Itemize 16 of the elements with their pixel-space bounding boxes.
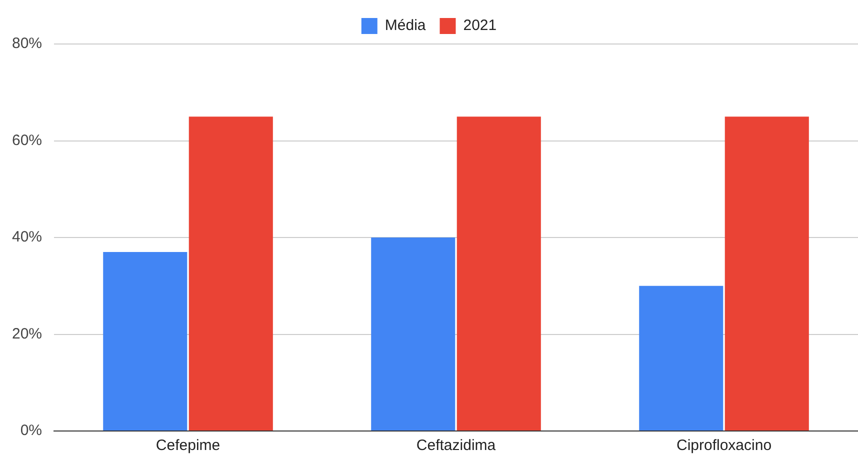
bar bbox=[188, 116, 273, 430]
bar bbox=[456, 116, 541, 430]
x-tick-label: Cefepime bbox=[156, 437, 220, 454]
y-tick-label: 80% bbox=[12, 35, 42, 52]
x-tick-label: Ceftazidima bbox=[416, 437, 496, 454]
bar bbox=[371, 238, 456, 430]
bar bbox=[103, 252, 188, 430]
legend-label: 2021 bbox=[463, 17, 497, 34]
bar bbox=[639, 286, 724, 430]
legend-label: Média bbox=[384, 17, 426, 34]
y-tick-label: 60% bbox=[12, 132, 42, 149]
x-tick-label: Ciprofloxacino bbox=[676, 437, 772, 454]
y-tick-label: 20% bbox=[12, 325, 42, 342]
y-tick-label: 0% bbox=[20, 422, 42, 440]
bar bbox=[724, 116, 809, 430]
y-tick-label: 40% bbox=[12, 228, 42, 246]
